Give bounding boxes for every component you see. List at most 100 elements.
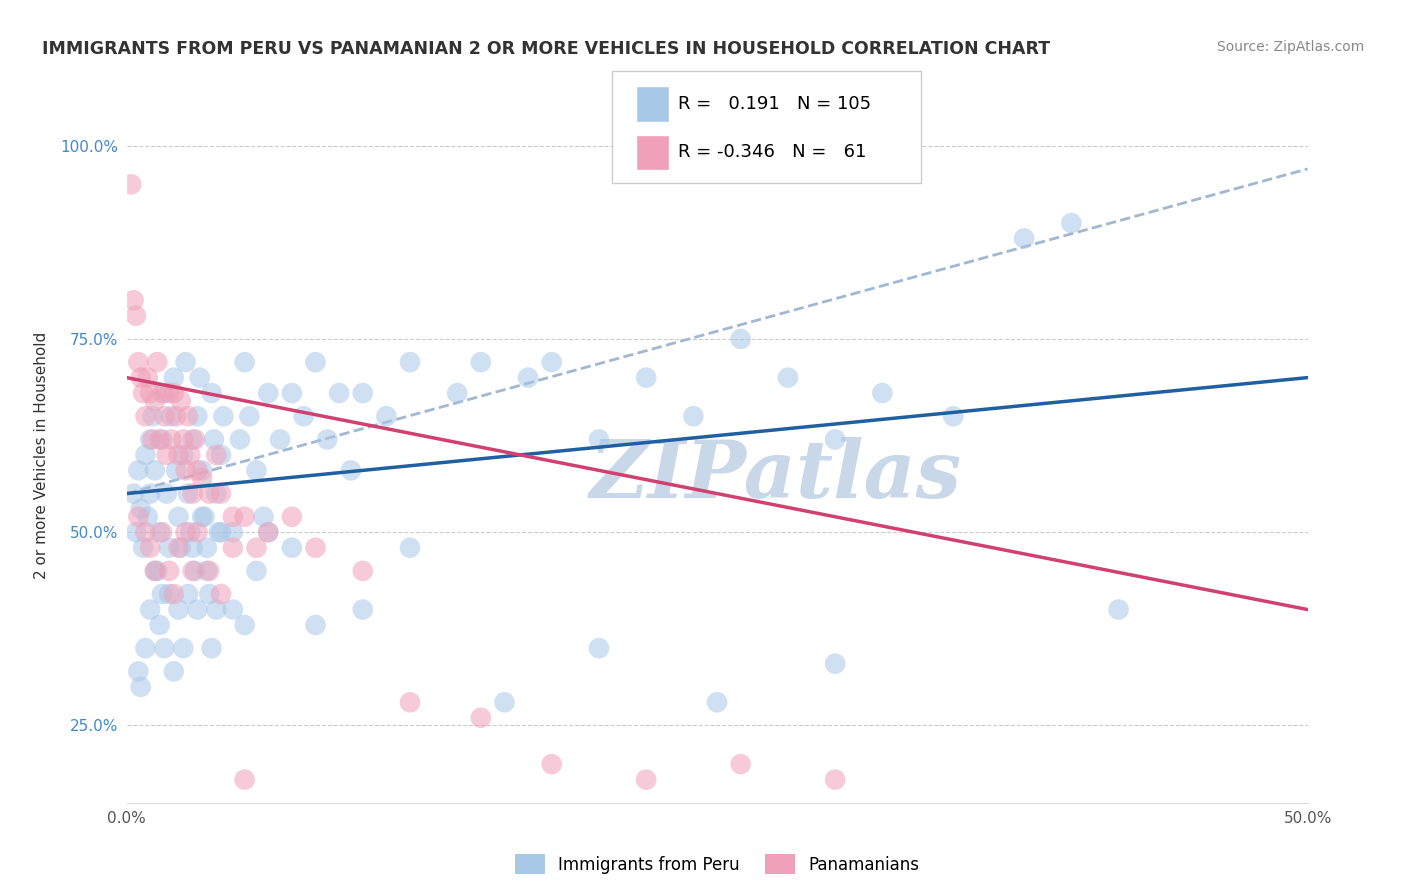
Point xyxy=(588,641,610,656)
Text: R =   0.191   N = 105: R = 0.191 N = 105 xyxy=(678,95,870,113)
Point xyxy=(157,587,180,601)
Point xyxy=(122,293,145,308)
Point xyxy=(200,386,222,401)
Point xyxy=(257,525,280,540)
Point xyxy=(233,509,256,524)
Point xyxy=(352,602,374,616)
Point xyxy=(150,433,173,447)
Point xyxy=(143,463,166,477)
Point xyxy=(129,370,152,384)
Point xyxy=(163,386,186,401)
Point xyxy=(238,409,260,424)
Point xyxy=(134,641,156,656)
Point xyxy=(170,393,193,408)
Point xyxy=(540,757,562,772)
Point xyxy=(181,564,204,578)
Point xyxy=(195,564,218,578)
Text: Source: ZipAtlas.com: Source: ZipAtlas.com xyxy=(1216,40,1364,54)
Point xyxy=(157,386,180,401)
Point xyxy=(160,409,183,424)
Point xyxy=(163,370,186,384)
Point xyxy=(399,355,422,369)
Point xyxy=(129,680,152,694)
Point xyxy=(186,409,208,424)
Point xyxy=(153,641,176,656)
Point xyxy=(191,463,214,477)
Point xyxy=(186,525,208,540)
Point xyxy=(399,695,422,709)
Point xyxy=(143,393,166,408)
Point xyxy=(174,463,197,477)
Point xyxy=(136,370,159,384)
Point xyxy=(181,541,204,555)
Point xyxy=(139,433,162,447)
Point xyxy=(150,587,173,601)
Point xyxy=(1060,216,1083,230)
Point xyxy=(179,448,201,462)
Point xyxy=(233,355,256,369)
Point xyxy=(636,370,658,384)
Point xyxy=(186,602,208,616)
Point xyxy=(200,641,222,656)
Point xyxy=(149,618,172,632)
Point xyxy=(149,433,172,447)
Point xyxy=(127,509,149,524)
Point xyxy=(122,486,145,500)
Point xyxy=(245,564,267,578)
Point xyxy=(872,386,894,401)
Point xyxy=(163,587,186,601)
Point xyxy=(146,564,169,578)
Point xyxy=(141,433,163,447)
Point xyxy=(446,386,468,401)
Point xyxy=(269,433,291,447)
Point xyxy=(165,409,187,424)
Point xyxy=(252,509,274,524)
Point xyxy=(167,448,190,462)
Point xyxy=(205,602,228,616)
Point xyxy=(208,525,231,540)
Point xyxy=(730,757,752,772)
Point xyxy=(157,541,180,555)
Point xyxy=(186,463,208,477)
Point xyxy=(163,665,186,679)
Point xyxy=(281,509,304,524)
Point xyxy=(352,386,374,401)
Point xyxy=(179,525,201,540)
Point xyxy=(125,309,148,323)
Point xyxy=(150,525,173,540)
Point xyxy=(153,409,176,424)
Point xyxy=(222,602,245,616)
Point xyxy=(399,541,422,555)
Point xyxy=(193,509,215,524)
Point xyxy=(304,618,326,632)
Point xyxy=(198,587,221,601)
Point xyxy=(156,486,179,500)
Point xyxy=(181,486,204,500)
Point xyxy=(172,448,194,462)
Point xyxy=(157,564,180,578)
Point xyxy=(167,541,190,555)
Point xyxy=(198,564,221,578)
Point xyxy=(191,509,214,524)
Point xyxy=(292,409,315,424)
Point xyxy=(174,355,197,369)
Point xyxy=(195,541,218,555)
Point xyxy=(139,486,162,500)
Point xyxy=(165,463,187,477)
Point xyxy=(942,409,965,424)
Point xyxy=(184,564,207,578)
Point xyxy=(127,665,149,679)
Point xyxy=(143,564,166,578)
Point xyxy=(188,370,211,384)
Point xyxy=(209,486,232,500)
Point xyxy=(209,587,232,601)
Point xyxy=(1108,602,1130,616)
Point xyxy=(257,386,280,401)
Point xyxy=(172,641,194,656)
Point xyxy=(245,463,267,477)
Point xyxy=(174,525,197,540)
Point xyxy=(281,386,304,401)
Point xyxy=(328,386,350,401)
Point xyxy=(191,471,214,485)
Point xyxy=(167,602,190,616)
